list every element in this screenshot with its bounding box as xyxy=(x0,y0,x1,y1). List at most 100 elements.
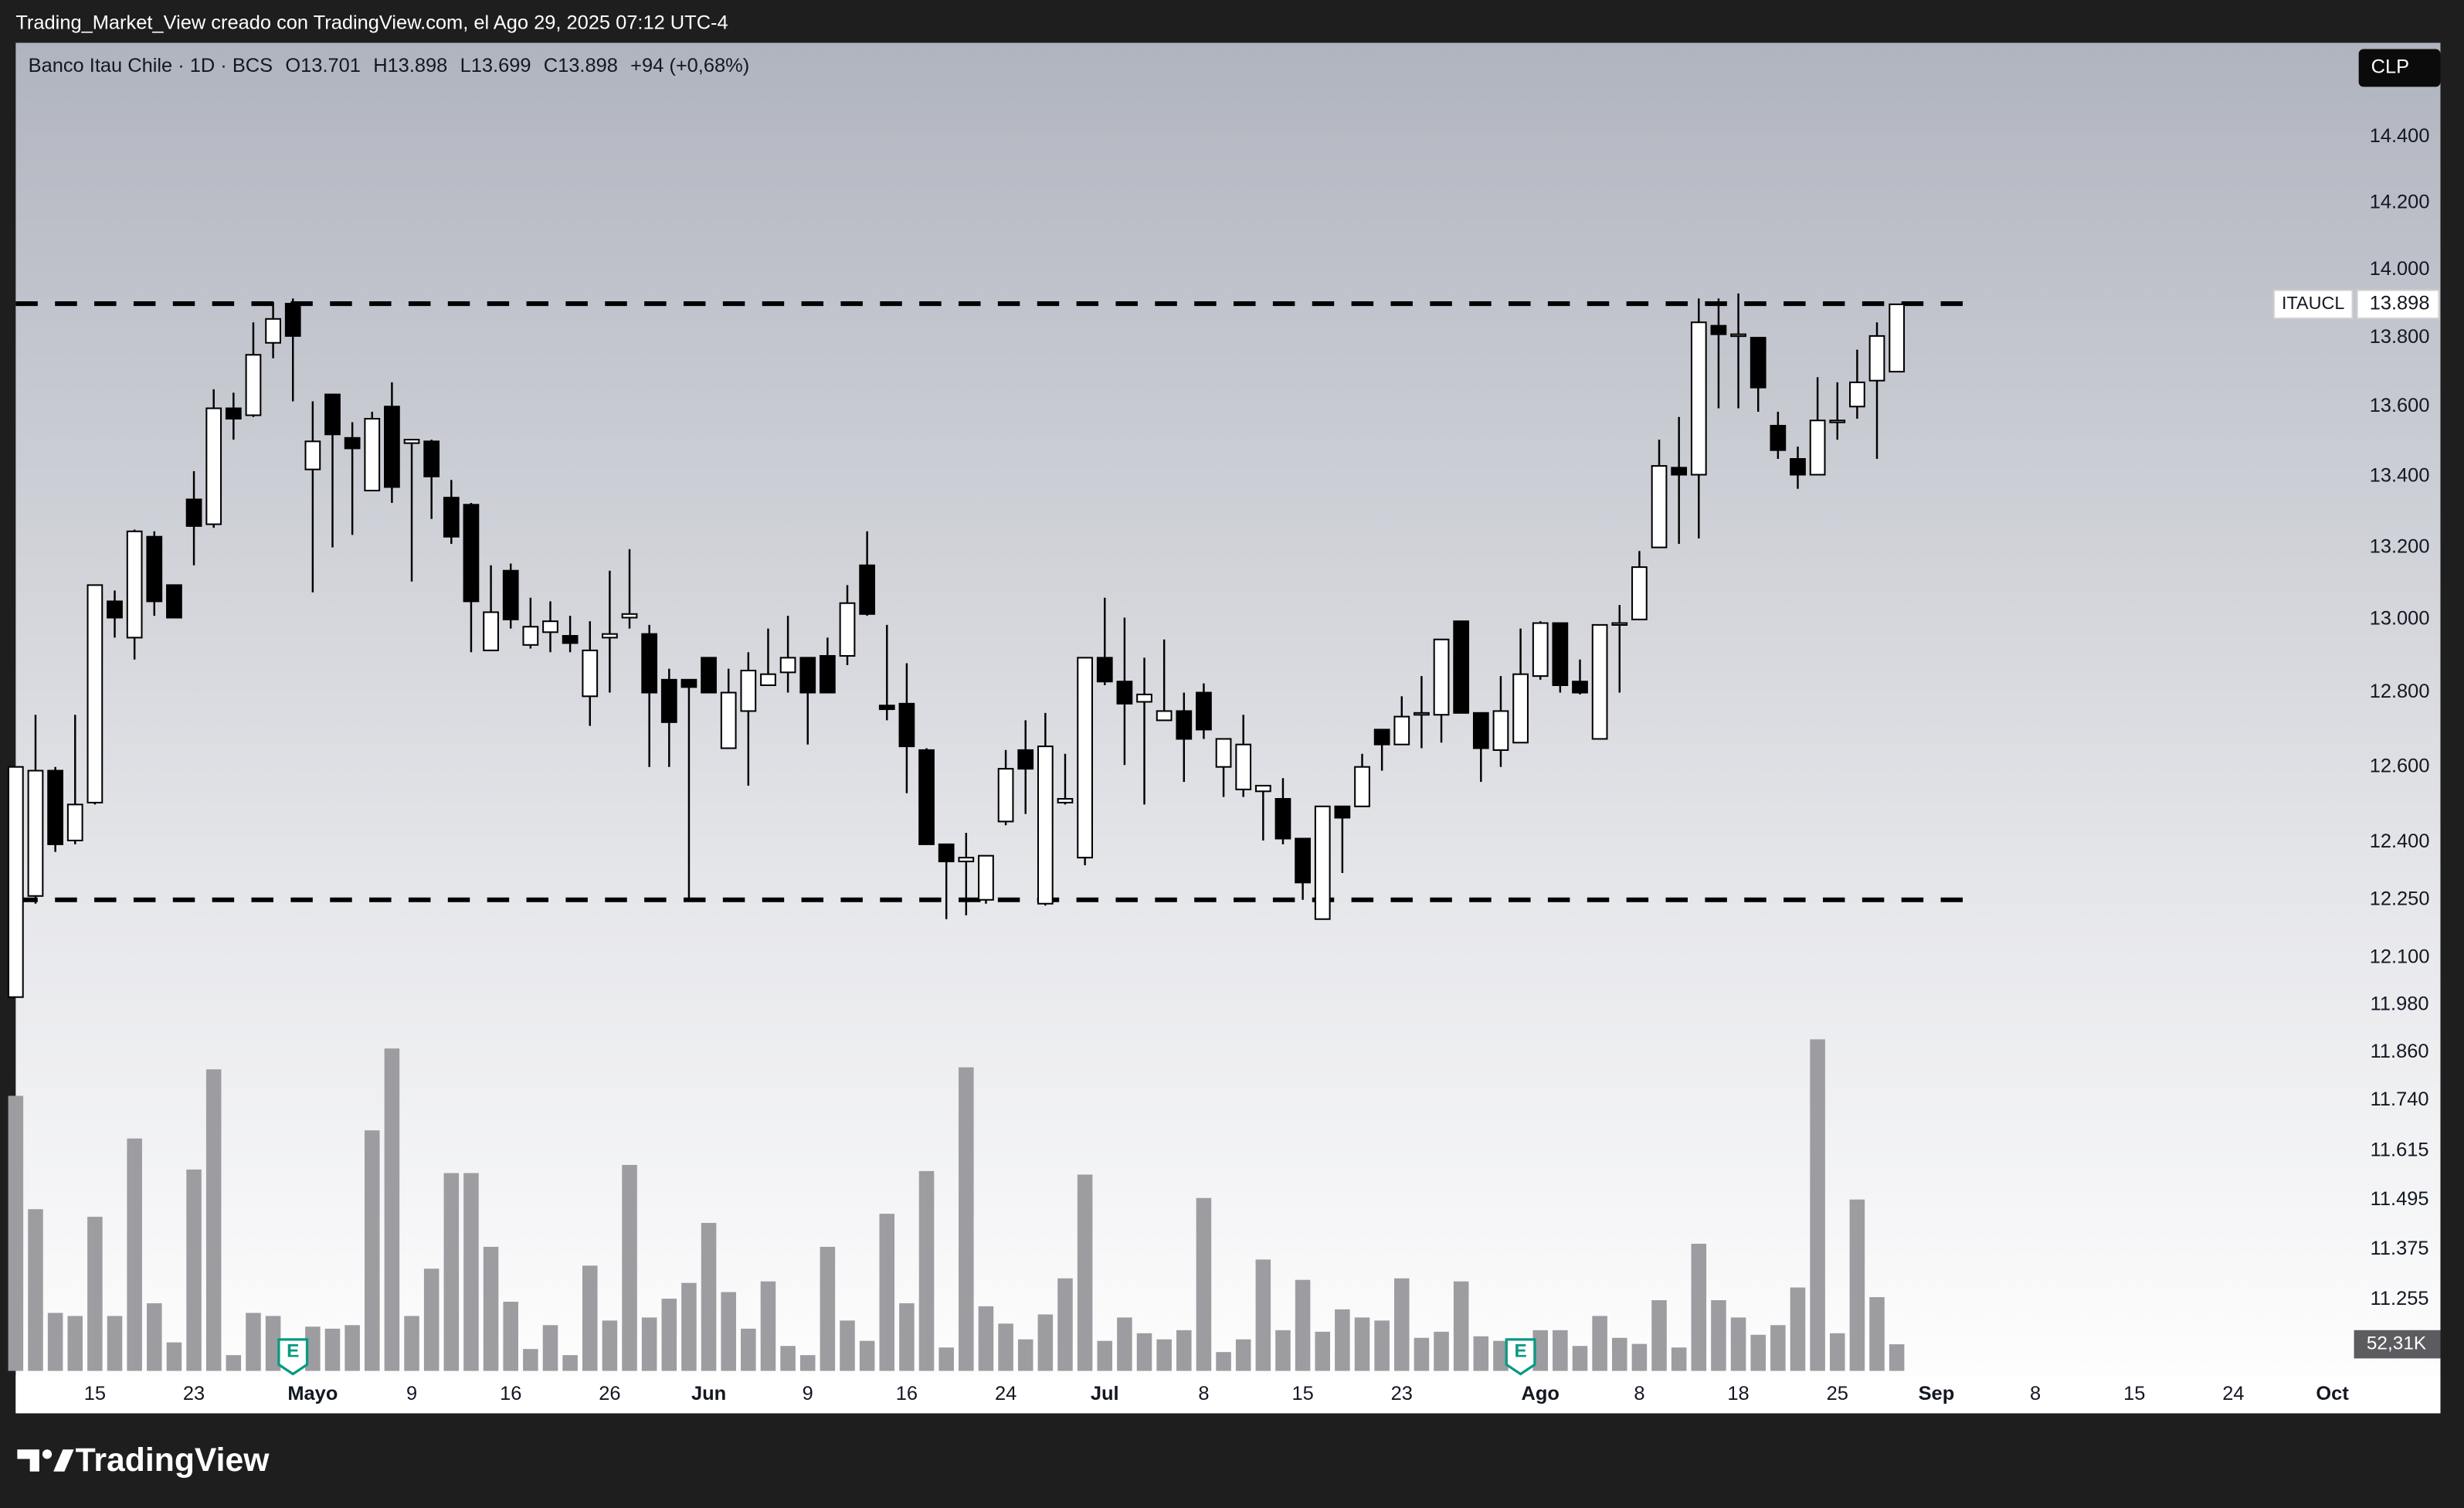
volume-bar xyxy=(1453,1281,1469,1371)
x-tick-label: 8 xyxy=(2030,1383,2041,1404)
candle-body xyxy=(1096,657,1113,683)
y-tick-label: 12.400 xyxy=(2370,830,2430,852)
volume-bar xyxy=(1216,1352,1231,1371)
volume-tag-box xyxy=(2354,1330,2441,1359)
volume-tag: 52,31K xyxy=(2367,1333,2426,1354)
candle-body xyxy=(443,497,460,538)
candle-body xyxy=(1354,766,1370,807)
candle-body xyxy=(1393,715,1410,746)
candle-body xyxy=(1591,623,1608,740)
candle-body xyxy=(1215,738,1232,768)
volume-bar xyxy=(1849,1199,1865,1371)
candle-body xyxy=(641,633,658,694)
x-tick-label: Sep xyxy=(1919,1383,1955,1404)
candle-body xyxy=(1414,712,1430,716)
candle-body xyxy=(126,530,143,639)
volume-bar xyxy=(226,1355,242,1371)
candle-body xyxy=(542,620,558,633)
currency-box[interactable] xyxy=(2358,49,2441,87)
candle-body xyxy=(938,843,955,863)
volume-bar xyxy=(1295,1279,1311,1371)
volume-bar xyxy=(1235,1339,1251,1371)
candle-body xyxy=(1572,681,1588,694)
candle-body xyxy=(1453,620,1470,714)
candle-body xyxy=(166,584,182,619)
y-tick-label: 12.800 xyxy=(2370,681,2430,702)
symbol-tag: ITAUCL xyxy=(2282,293,2344,313)
volume-bar xyxy=(1434,1331,1449,1371)
brand-logo xyxy=(17,1449,74,1472)
volume-bar xyxy=(602,1320,618,1371)
currency[interactable]: CLP xyxy=(2371,56,2409,78)
volume-bar xyxy=(701,1222,717,1371)
volume-bar xyxy=(404,1316,419,1371)
volume-bar xyxy=(1275,1330,1291,1371)
volume-bar xyxy=(918,1170,935,1371)
candle-body xyxy=(997,768,1014,823)
candle-body xyxy=(1492,710,1509,751)
volume-bar xyxy=(1592,1316,1607,1371)
candle-body xyxy=(819,654,836,694)
candle-body xyxy=(304,440,321,470)
volume-bar xyxy=(840,1320,855,1371)
levels-layer xyxy=(15,301,1977,902)
volume-bar xyxy=(443,1173,460,1371)
x-tick-label: 23 xyxy=(1391,1383,1413,1404)
candle-body xyxy=(284,302,301,337)
candle-body xyxy=(1314,805,1331,920)
price-tag-box xyxy=(2356,289,2440,320)
candle-body xyxy=(1196,691,1212,731)
y-tick-label: 12.250 xyxy=(2370,888,2430,909)
candle-body xyxy=(1274,798,1291,840)
candle-body xyxy=(1889,303,1906,373)
volume-bar xyxy=(246,1313,261,1371)
y-tick-label: 11.375 xyxy=(2371,1238,2429,1259)
candle-body xyxy=(1671,467,1688,476)
volume-bar xyxy=(1117,1317,1132,1371)
volume-bar xyxy=(1057,1278,1073,1371)
volume-bar xyxy=(1810,1039,1825,1371)
candle-body xyxy=(205,407,222,525)
event-label: E xyxy=(287,1341,299,1362)
candle-body xyxy=(978,854,994,901)
legend-item: O13.701 xyxy=(285,55,361,76)
volume-bar xyxy=(799,1355,816,1371)
volume-bar xyxy=(205,1069,222,1371)
event-marker xyxy=(1505,1338,1536,1376)
candle-body xyxy=(87,584,104,803)
volume-bar xyxy=(681,1282,697,1371)
candle-body xyxy=(146,535,163,603)
logo-mark xyxy=(53,1449,74,1472)
volume-bar xyxy=(641,1317,657,1371)
candle-body xyxy=(859,564,876,615)
volume-bar xyxy=(1553,1330,1568,1371)
volume-bar xyxy=(1176,1330,1192,1371)
y-tick-label: 13.800 xyxy=(2370,326,2430,348)
candle-body xyxy=(364,417,381,492)
volume-bar xyxy=(820,1246,836,1371)
volume-bar xyxy=(622,1164,637,1371)
candle-body xyxy=(483,611,499,651)
y-tick-label: 11.740 xyxy=(2371,1089,2429,1110)
y-tick-label: 13.200 xyxy=(2370,535,2430,557)
x-tick-label: 18 xyxy=(1727,1383,1749,1404)
candle-body xyxy=(1809,419,1826,476)
candle-body xyxy=(1334,805,1351,819)
volume-bar xyxy=(47,1313,63,1371)
candle-body xyxy=(1552,622,1569,687)
volume-bar xyxy=(87,1217,103,1371)
volume-bar xyxy=(186,1169,202,1371)
x-tick-label: Jun xyxy=(691,1383,726,1404)
volume-bar xyxy=(780,1346,796,1371)
candle-body xyxy=(958,857,975,863)
volume-bar xyxy=(1394,1278,1410,1371)
candle-body xyxy=(1690,321,1707,476)
candle-body xyxy=(582,649,599,698)
x-tick-label: 25 xyxy=(1827,1383,1848,1404)
volume-bar xyxy=(1572,1346,1588,1371)
legend-title: Banco Itau Chile · 1D · BCS xyxy=(29,55,273,76)
volume-bar xyxy=(503,1302,518,1371)
legend-item: C13.898 xyxy=(544,55,618,76)
x-tick-label: 23 xyxy=(183,1383,205,1404)
x-tick-label: 9 xyxy=(406,1383,417,1404)
